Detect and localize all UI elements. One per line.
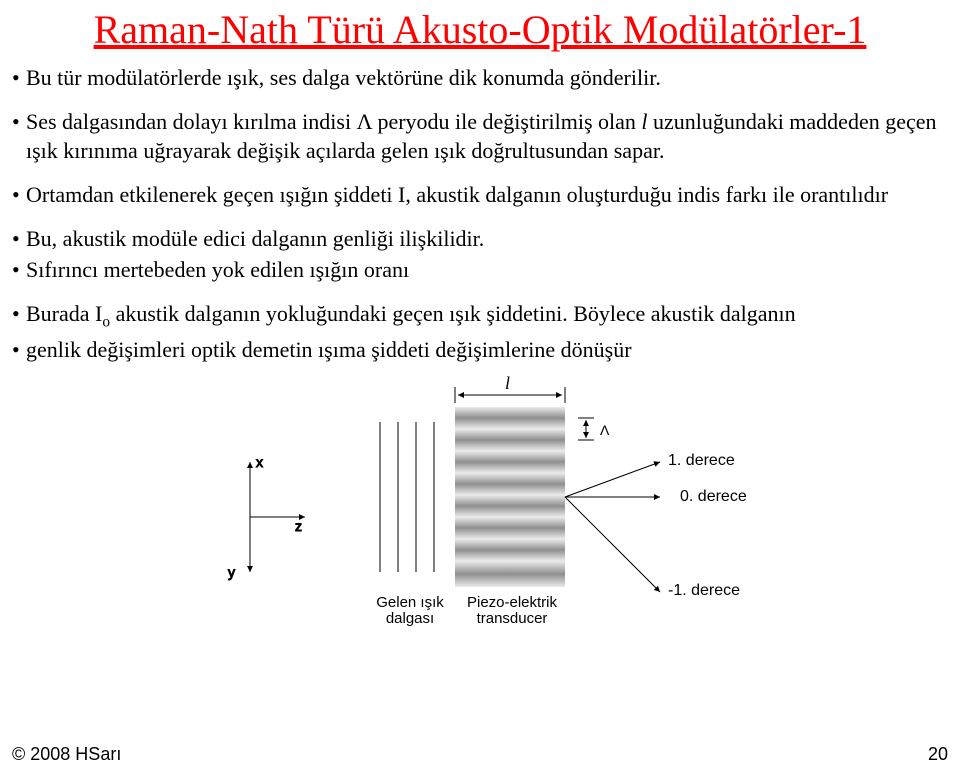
para-7-text: genlik değişimleri optik demetin ışıma ş…: [26, 335, 948, 365]
axis-z: z: [295, 518, 302, 534]
para-1: • Bu tür modülatörlerde ışık, ses dalga …: [12, 63, 948, 93]
axis-y: y: [228, 564, 235, 580]
lambda-marker: Λ: [578, 418, 610, 440]
order-0: 0. derece: [680, 488, 747, 505]
footer-left: © 2008 HSarı: [12, 744, 121, 765]
para-6a: Burada I: [26, 301, 102, 326]
acoustic-medium: [455, 407, 565, 587]
l-marker: l: [455, 373, 565, 403]
bullet-dot: •: [12, 299, 26, 333]
footer-right: 20: [928, 744, 948, 765]
diagram-svg: l Λ x y z 1.: [0, 367, 960, 627]
para-6-text: Burada Io akustik dalganın yokluğundaki …: [26, 299, 948, 333]
axis-x: x: [256, 454, 263, 470]
para-3-text: Ortamdan etkilenerek geçen ışığın şiddet…: [26, 180, 948, 210]
incident-label: Gelen ışıkdalgası: [376, 594, 444, 627]
l-label: l: [505, 373, 510, 393]
diagram: l Λ x y z 1.: [0, 367, 960, 627]
order-m1: -1. derece: [668, 582, 740, 599]
page-title: Raman-Nath Türü Akusto-Optik Modülatörle…: [0, 0, 960, 63]
para-6b: akustik dalganın yokluğundaki geçen ışık…: [110, 301, 796, 326]
bullet-dot: •: [12, 335, 26, 365]
diffracted-orders: [565, 462, 660, 592]
bullet-dot: •: [12, 224, 26, 254]
para-2: • Ses dalgasından dolayı kırılma indisi …: [12, 107, 948, 166]
para-3: • Ortamdan etkilenerek geçen ışığın şidd…: [12, 180, 948, 210]
axes: x y z: [228, 454, 305, 580]
footer: © 2008 HSarı 20: [12, 744, 948, 765]
bullet-dot: •: [12, 255, 26, 285]
para-5-text: Sıfırıncı mertebeden yok edilen ışığın o…: [26, 255, 948, 285]
body-text: • Bu tür modülatörlerde ışık, ses dalga …: [0, 63, 960, 365]
bullet-dot: •: [12, 107, 26, 166]
bullet-dot: •: [12, 63, 26, 93]
para-1-text: Bu tür modülatörlerde ışık, ses dalga ve…: [26, 63, 948, 93]
lambda-label: Λ: [600, 422, 610, 438]
order-1: 1. derece: [668, 452, 735, 469]
para-2a: Ses dalgasından dolayı kırılma indisi Λ …: [26, 109, 641, 134]
para-5: • Sıfırıncı mertebeden yok edilen ışığın…: [12, 255, 948, 285]
incident-wavefronts: [380, 422, 434, 572]
para-2-text: Ses dalgasından dolayı kırılma indisi Λ …: [26, 107, 948, 166]
bullet-dot: •: [12, 180, 26, 210]
para-6: • Burada Io akustik dalganın yokluğundak…: [12, 299, 948, 333]
para-4: • Bu, akustik modüle edici dalganın genl…: [12, 224, 948, 254]
para-6-sub: o: [102, 314, 110, 331]
para-4-text: Bu, akustik modüle edici dalganın genliğ…: [26, 224, 948, 254]
transducer-label: Piezo-elektriktransducer: [467, 594, 558, 627]
para-7: • genlik değişimleri optik demetin ışıma…: [12, 335, 948, 365]
